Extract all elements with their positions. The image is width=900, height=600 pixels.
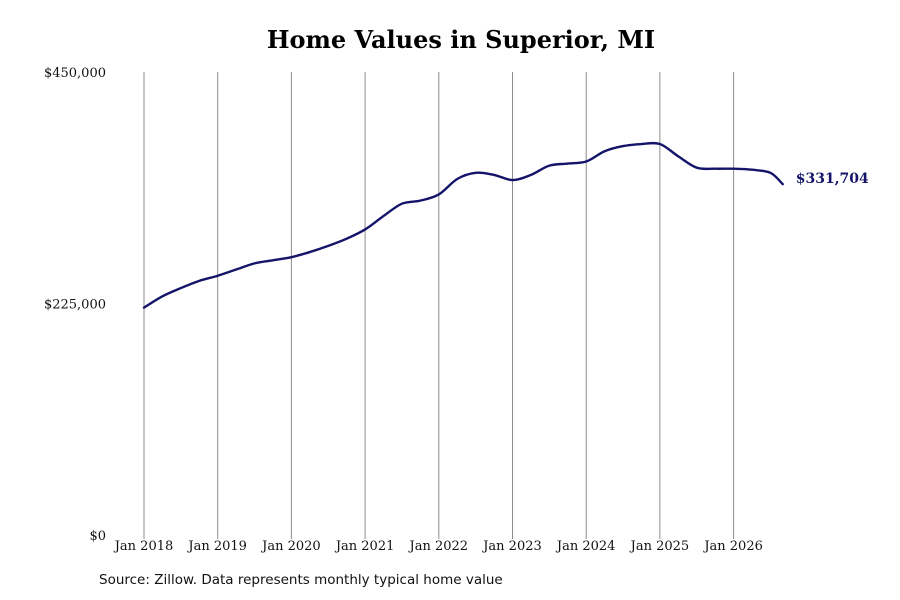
end-value-label: $331,704 [796, 171, 869, 187]
x-tick-label: Jan 2022 [408, 539, 469, 554]
y-tick-label: $225,000 [44, 298, 106, 313]
series-lines [142, 141, 784, 309]
y-tick-label: $450,000 [44, 66, 106, 81]
y-axis: $450,000 $225,000 $0 [44, 66, 106, 544]
x-tick-label: Jan 2020 [260, 539, 321, 554]
source-note: Source: Zillow. Data represents monthly … [99, 572, 503, 588]
x-tick-label: Jan 2024 [555, 539, 616, 554]
x-axis: Jan 2018 Jan 2019 Jan 2020 Jan 2021 Jan 2022… [113, 539, 763, 554]
y-tick-label: $0 [89, 529, 106, 544]
x-tick-label: Jan 2018 [113, 539, 174, 554]
x-tick-label: Jan 2021 [334, 539, 395, 554]
x-tick-label: Jan 2019 [186, 539, 247, 554]
grid-lines [143, 72, 735, 539]
series-line [142, 141, 784, 309]
x-tick-label: Jan 2026 [702, 539, 763, 554]
chart-title: Home Values in Superior, MI [266, 25, 656, 54]
x-tick-label: Jan 2023 [481, 539, 542, 554]
x-tick-label: Jan 2025 [629, 539, 690, 554]
data-labels: $331,704 [796, 171, 869, 187]
